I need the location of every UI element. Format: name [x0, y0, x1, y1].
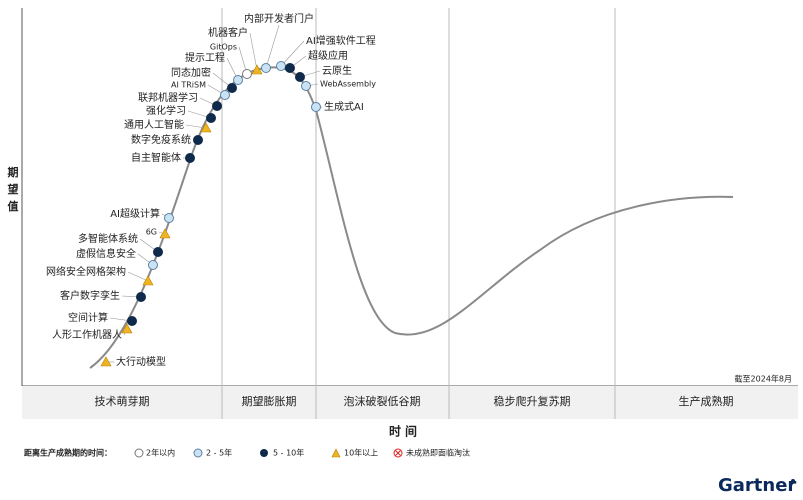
node-label: 内部开发者门户 [244, 12, 314, 25]
node-marker [311, 102, 321, 112]
node-label: 联邦机器学习 [138, 91, 198, 104]
node-marker [121, 323, 133, 334]
node-label: 强化学习 [146, 104, 186, 117]
y-axis-label: 期望值 [6, 165, 19, 217]
node-label: 客户数字孪生 [60, 289, 120, 302]
node-label: 人形工作机器人 [52, 328, 122, 341]
node-label: 6G [146, 228, 157, 237]
node-marker [261, 63, 271, 73]
node-marker [251, 64, 263, 75]
node-label: 网络安全网格架构 [46, 265, 126, 278]
node-marker [142, 275, 154, 286]
leader-line [185, 124, 207, 129]
phase-label: 生产成熟期 [679, 394, 734, 408]
legend-item: 2 - 5年 [206, 448, 232, 458]
legend: 距离生产成熟期的时间： 2年以内 2 - 5年 5 - 10年 10年以上 未成… [24, 448, 470, 458]
phase-label: 技术萌芽期 [95, 394, 150, 408]
node-label: 同态加密 [171, 66, 211, 79]
node-marker [212, 101, 222, 111]
hype-curve [89, 66, 734, 369]
phase-band [22, 386, 798, 419]
leader-line [280, 40, 305, 67]
node-label: 机器客户 [208, 26, 248, 39]
node-marker [185, 153, 195, 163]
as-of: 截至2024年8月 [735, 374, 792, 384]
node-marker [193, 135, 203, 145]
node-label: 生成式AI [324, 100, 364, 113]
legend-marker [193, 448, 203, 458]
node-label: AI增强软件工程 [306, 34, 376, 47]
legend-item: 10年以上 [344, 448, 378, 458]
leader-line [249, 32, 258, 71]
node-label: 数字免疫系统 [131, 133, 191, 146]
node-marker [227, 83, 237, 93]
node-marker [148, 260, 158, 270]
legend-item: 未成熟即面临淘汰 [406, 448, 470, 458]
node-marker [285, 63, 295, 73]
node-label: 自主智能体 [131, 151, 181, 164]
legend-marker [395, 450, 401, 456]
legend-marker [260, 449, 268, 457]
legend-marker [331, 448, 341, 458]
phase-label: 泡沫破裂低谷期 [344, 394, 421, 408]
node-marker [100, 356, 112, 367]
leader-line [265, 24, 280, 69]
node-label: 大行动模型 [116, 355, 166, 368]
legend-title: 距离生产成熟期的时间： [24, 448, 112, 458]
node-marker [153, 247, 163, 257]
node-label: AI超级计算 [110, 207, 160, 220]
node-marker [127, 316, 137, 326]
node-marker [164, 213, 174, 223]
node-label: 云原生 [322, 64, 352, 77]
phase-dividers [221, 8, 616, 419]
node-marker [242, 69, 252, 79]
legend-item: 5 - 10年 [273, 448, 304, 458]
node-label: 虚假信息安全 [76, 247, 136, 260]
x-axis-label: 时间 [389, 424, 421, 439]
node-label: 提示工程 [185, 52, 225, 64]
node-label: AI TRiSM [171, 81, 206, 90]
node-label: 空间计算 [68, 311, 108, 324]
phase-label: 期望膨胀期 [242, 394, 297, 408]
node-label: 超级应用 [308, 49, 348, 62]
node-marker [159, 228, 171, 239]
node-label: 多智能体系统 [78, 232, 138, 245]
leader-line [127, 271, 149, 282]
node-marker [206, 113, 216, 123]
node-label: GitOps [210, 43, 237, 52]
node-marker [276, 61, 286, 71]
node-marker [295, 72, 305, 82]
phase-label: 稳步爬升复苏期 [494, 394, 571, 408]
node-marker [301, 81, 311, 91]
legend-marker [134, 448, 144, 458]
legend-item: 2年以内 [146, 448, 175, 458]
node-label: 通用人工智能 [124, 118, 184, 131]
node-marker [233, 75, 243, 85]
node-label: WebAssembly [320, 80, 376, 89]
brand: Gartner [718, 475, 796, 496]
node-marker [220, 90, 230, 100]
node-marker [136, 292, 146, 302]
brand-dot [791, 479, 795, 483]
node-marker [200, 122, 212, 133]
